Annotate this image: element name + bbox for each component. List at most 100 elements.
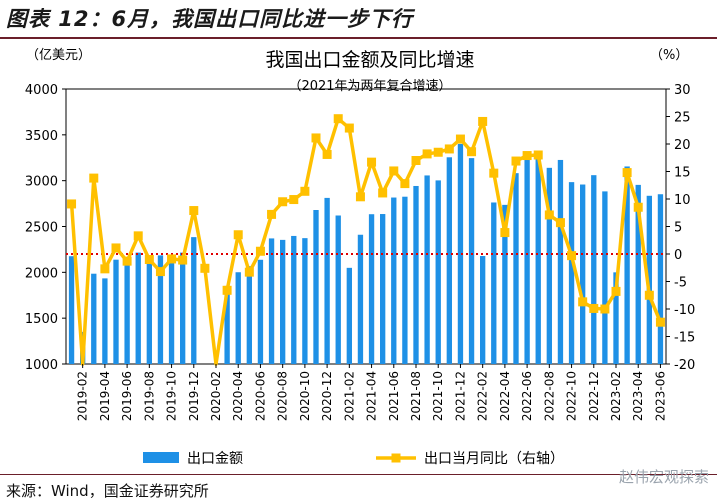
right-tick-label: 30 <box>674 83 691 98</box>
x-tick-label: 2021-10 <box>431 371 445 421</box>
point-yoy-growth <box>511 156 521 166</box>
point-yoy-growth <box>611 286 621 296</box>
footer-rule <box>0 474 717 475</box>
point-yoy-growth <box>133 231 143 241</box>
point-yoy-growth <box>189 206 199 216</box>
point-yoy-growth <box>655 317 665 327</box>
point-yoy-growth <box>578 297 588 307</box>
bar-export-value <box>380 214 386 364</box>
bar-export-value <box>635 184 641 364</box>
bar-export-value <box>346 267 352 364</box>
legend-label-line: 出口当月同比（右轴） <box>424 451 564 467</box>
plot-area: 1000 1500 2000 2500 3000 3500 4000 -20 -15 -10 -5 0… <box>25 83 695 421</box>
x-tick-label: 2022-08 <box>542 371 556 421</box>
point-yoy-growth <box>555 218 565 228</box>
x-tick-label: 2019-06 <box>120 371 134 421</box>
x-tick-label: 2019-04 <box>98 371 112 421</box>
point-yoy-growth <box>544 210 554 220</box>
figure-title: 图表 12：6月，我国出口同比进一步下行 <box>6 7 414 31</box>
bar-export-value <box>235 272 241 364</box>
point-yoy-growth <box>100 264 110 274</box>
point-yoy-growth <box>500 228 510 238</box>
point-yoy-growth <box>322 149 332 159</box>
point-yoy-growth <box>622 168 632 178</box>
bar-export-value <box>157 255 164 364</box>
x-tick-label: 2020-04 <box>231 371 245 421</box>
bar-export-value <box>313 210 319 364</box>
point-yoy-growth <box>222 285 232 295</box>
point-yoy-growth <box>633 202 643 212</box>
bar-export-value <box>368 214 375 364</box>
right-tick-label: -5 <box>674 276 687 291</box>
bar-export-value <box>402 196 408 364</box>
left-tick-label: 3000 <box>25 175 58 190</box>
x-tick-label: 2020-08 <box>276 371 290 421</box>
point-yoy-growth <box>89 173 99 183</box>
right-tick-label: 10 <box>674 193 691 208</box>
left-tick-label: 2500 <box>25 221 58 236</box>
right-tick-label: 20 <box>674 138 691 153</box>
header-rule <box>0 37 717 39</box>
left-axis-unit: （亿美元） <box>26 48 91 63</box>
x-tick-label: 2019-08 <box>142 371 156 421</box>
point-yoy-growth <box>422 149 432 159</box>
bar-export-value <box>413 185 419 364</box>
point-yoy-growth <box>111 243 121 253</box>
left-tick-label: 1000 <box>25 358 58 373</box>
point-yoy-growth <box>522 151 532 161</box>
x-tick-label: 2022-06 <box>520 371 534 421</box>
legend: 出口金额 出口当月同比（右轴） <box>143 451 564 467</box>
right-tick-label: 15 <box>674 166 691 181</box>
point-yoy-growth <box>167 254 177 264</box>
bar-export-value <box>480 256 486 364</box>
left-tick-label: 2000 <box>25 266 58 281</box>
point-yoy-growth <box>378 188 388 198</box>
point-yoy-growth <box>122 256 132 266</box>
bar-export-value <box>302 238 308 364</box>
bar-export-value <box>68 256 75 364</box>
bar-export-value <box>135 252 141 364</box>
point-yoy-growth <box>200 263 210 273</box>
x-tick-label: 2020-06 <box>253 371 267 421</box>
point-yoy-growth <box>344 123 354 133</box>
bar-export-value <box>191 237 197 364</box>
left-tick-label: 1500 <box>25 312 58 327</box>
bar-export-value <box>557 159 564 364</box>
point-yoy-growth <box>311 133 321 143</box>
bar-export-value <box>491 202 497 364</box>
x-tick-label: 2022-04 <box>498 371 512 421</box>
point-yoy-growth <box>489 168 499 178</box>
bar-export-value <box>257 259 264 364</box>
point-yoy-growth <box>144 255 154 264</box>
right-tick-label: 0 <box>674 248 682 263</box>
header: 图表 12：6月，我国出口同比进一步下行 <box>0 0 717 39</box>
bar-export-value <box>513 173 519 364</box>
right-tick-label: 5 <box>674 221 682 236</box>
bar-export-value <box>535 150 541 364</box>
bar-export-value <box>457 143 464 364</box>
x-tick-label: 2022-02 <box>476 371 490 421</box>
bar-export-value <box>91 273 97 364</box>
bar-export-value <box>580 184 586 364</box>
bar-export-value <box>124 260 130 364</box>
point-yoy-growth <box>389 166 399 176</box>
bar-export-value <box>102 278 108 364</box>
point-yoy-growth <box>289 195 299 205</box>
bar-export-value <box>602 191 608 364</box>
point-yoy-growth <box>244 267 254 277</box>
x-tick-label: 2019-12 <box>187 371 201 421</box>
bar-export-value <box>168 260 175 364</box>
right-tick-label: -10 <box>674 303 695 318</box>
bar-export-value <box>435 180 441 364</box>
legend-swatch-marker <box>391 453 401 463</box>
point-yoy-growth <box>400 179 410 189</box>
point-yoy-growth <box>178 255 188 265</box>
x-tick-label: 2020-02 <box>209 371 223 421</box>
bar-export-value <box>224 285 230 364</box>
chart-title: 我国出口金额及同比增速 <box>265 49 474 71</box>
watermark: 赵伟宏观探索 <box>618 468 709 486</box>
x-tick-label: 2022-10 <box>565 371 579 421</box>
point-yoy-growth <box>600 304 610 314</box>
point-yoy-growth <box>478 116 488 126</box>
bar-export-value <box>113 259 119 364</box>
